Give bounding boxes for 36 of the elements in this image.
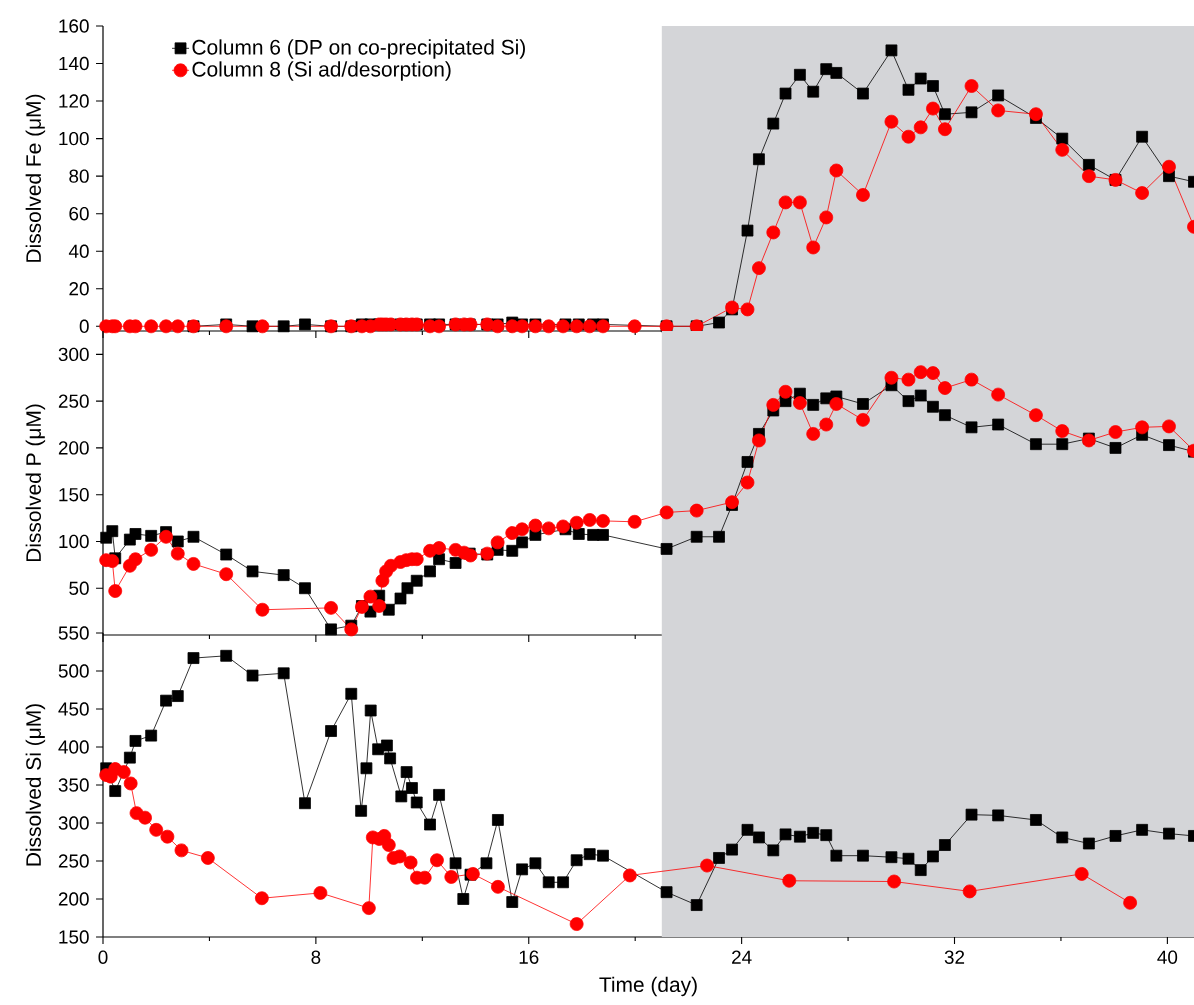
y-tick-label: 80 [69, 169, 89, 183]
y-axis-title: Dissolved Si (μM) [25, 704, 46, 866]
y-tick-label: 200 [58, 441, 89, 455]
y-tick-label: 550 [58, 626, 89, 640]
y-tick-label: 450 [58, 702, 89, 716]
y-tick-label: 300 [58, 347, 89, 362]
y-tick-label: 100 [59, 131, 89, 146]
y-tick-label: 400 [58, 740, 89, 754]
x-tick-label: 24 [732, 950, 752, 964]
legend-label: Column 8 (Si ad/desorption) [192, 61, 451, 81]
y-axis-title: Dissolved P (μM) [25, 404, 46, 562]
y-tick-label: 150 [59, 487, 89, 502]
y-tick-label: 300 [58, 816, 89, 830]
x-axis-title: Time (day) [599, 976, 697, 997]
x-tick-label: 40 [1157, 950, 1178, 964]
y-tick-label: 160 [59, 19, 89, 33]
y-tick-label: 250 [58, 854, 89, 868]
x-tick-label: 0 [98, 950, 108, 964]
y-tick-label: 500 [58, 664, 89, 678]
y-tick-label: 0 [79, 319, 89, 333]
legend-label: Column 6 (DP on co-precipitated Si) [192, 39, 525, 59]
y-axis-title: Dissolved Fe (μM) [25, 94, 46, 262]
y-tick-label: 60 [69, 206, 89, 221]
y-tick-label: 350 [58, 778, 89, 792]
y-tick-label: 50 [69, 581, 89, 595]
y-tick-label: 200 [58, 892, 89, 906]
x-tick-label: 16 [519, 950, 539, 964]
y-tick-label: 20 [69, 282, 89, 296]
x-tick-label: 8 [311, 950, 321, 964]
x-tick-label: 32 [944, 950, 965, 964]
y-tick-label: 150 [59, 930, 89, 944]
y-tick-label: 120 [59, 94, 89, 108]
y-tick-label: 100 [59, 534, 89, 549]
y-tick-label: 250 [58, 394, 89, 408]
y-tick-label: 140 [59, 56, 89, 71]
y-tick-label: 40 [68, 244, 89, 258]
